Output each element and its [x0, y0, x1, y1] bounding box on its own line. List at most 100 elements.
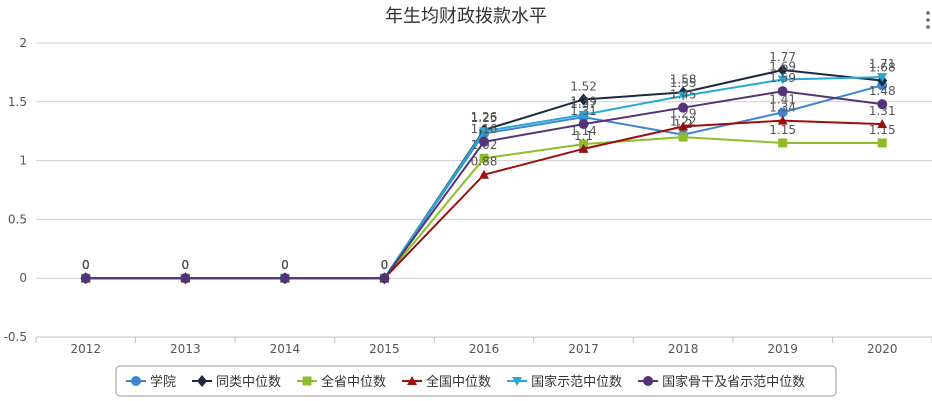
- data-label: 1.14: [570, 124, 597, 138]
- data-label: 1.1: [574, 129, 593, 143]
- data-label: 0: [381, 258, 389, 272]
- data-label: 1.55: [670, 76, 697, 90]
- data-label: 0: [281, 258, 289, 272]
- legend-label: 学院: [150, 374, 176, 390]
- legend-marker: [131, 376, 141, 386]
- x-tick-label: 2012: [71, 342, 102, 356]
- data-label: 0: [381, 258, 389, 272]
- data-label: 1.16: [471, 122, 498, 136]
- data-label: 1.59: [769, 71, 796, 85]
- data-point: [578, 110, 589, 120]
- series-6: 0 0 0 0 1.16 1.31 1.45 1.59 1.48: [80, 71, 896, 284]
- x-tick-label: 2020: [867, 342, 898, 356]
- data-point: [678, 121, 689, 131]
- data-label: 1.34: [769, 101, 796, 115]
- data-label: 1.26: [471, 110, 498, 124]
- x-tick-label: 2013: [170, 342, 201, 356]
- data-label: 1.69: [769, 59, 796, 73]
- data-point: [379, 273, 390, 284]
- data-point: [678, 102, 689, 113]
- data-label: 0: [182, 258, 190, 272]
- legend-marker: [407, 376, 418, 385]
- legend-item[interactable]: 国家骨干及省示范中位数: [638, 374, 805, 390]
- data-label: 1.39: [570, 95, 597, 109]
- legend-item[interactable]: 学院: [126, 374, 176, 390]
- legend-marker: [512, 377, 523, 386]
- legend-item[interactable]: 全国中位数: [402, 374, 491, 390]
- data-label: 1.45: [670, 88, 697, 102]
- data-label: 0: [82, 258, 90, 272]
- data-label: 1.77: [769, 50, 796, 64]
- data-point: [777, 115, 788, 125]
- data-label: 0: [381, 258, 389, 272]
- data-point: [678, 91, 689, 101]
- legend-label: 国家示范中位数: [531, 374, 622, 390]
- data-point: [877, 119, 888, 129]
- gridlines: [36, 42, 932, 338]
- legend-box: [115, 365, 837, 397]
- data-label: 0.88: [471, 155, 498, 169]
- data-label: 1.71: [869, 57, 896, 71]
- series-5: 0 0 0 0 1.25 1.39 1.55 1.69 1.71: [80, 57, 896, 284]
- data-point: [777, 64, 788, 77]
- y-tick-label: -0.5: [4, 330, 27, 344]
- data-label: 0: [182, 258, 190, 272]
- data-label: 0: [82, 258, 90, 272]
- data-label: 1.31: [869, 104, 896, 118]
- data-label: 0: [381, 258, 389, 272]
- data-point: [877, 99, 888, 110]
- data-label: 0: [182, 258, 190, 272]
- data-label: 0: [281, 258, 289, 272]
- x-tick-label: 2015: [369, 342, 400, 356]
- data-label: 0: [82, 258, 90, 272]
- data-point: [778, 138, 788, 148]
- x-tick-label: 2018: [668, 342, 699, 356]
- data-point: [479, 169, 489, 179]
- data-point: [877, 73, 888, 83]
- x-tick-label: 2014: [270, 342, 301, 356]
- data-label: 1.48: [869, 84, 896, 98]
- data-label: 0: [182, 258, 190, 272]
- legend: 学院 同类中位数 全省中位数 全国中位数 国家示范中位数 国家骨干及省示范中位数: [115, 365, 837, 397]
- x-axis: 2012 2013 2014 2015 2016 2017 2018 2019 2020: [35, 336, 932, 356]
- plot-area: 00001.371.221.4100001.261.521.581.771.68…: [80, 50, 896, 285]
- data-label: 1.29: [670, 106, 697, 120]
- legend-label: 国家骨干及省示范中位数: [662, 374, 805, 390]
- y-tick-label: 1: [19, 154, 27, 168]
- y-axis: -0.5 0 0.5 1 1.5 2: [4, 36, 27, 344]
- data-point: [279, 273, 290, 284]
- data-label: 1.58: [670, 72, 697, 86]
- legend-item[interactable]: 同类中位数: [192, 375, 281, 390]
- data-point: [578, 119, 589, 130]
- data-point: [777, 75, 788, 85]
- data-label: 0: [281, 258, 289, 272]
- x-tick-label: 2016: [469, 342, 500, 356]
- data-label: 0: [182, 258, 190, 272]
- data-label: 0: [82, 258, 90, 272]
- menu-icon[interactable]: [926, 11, 930, 29]
- legend-item[interactable]: 国家示范中位数: [507, 374, 622, 390]
- data-label: 0: [182, 258, 190, 272]
- data-label: 1.25: [471, 111, 498, 125]
- data-point: [678, 132, 688, 142]
- data-point: [777, 107, 788, 118]
- data-label: 0: [381, 258, 389, 272]
- data-point: [180, 273, 191, 284]
- data-label: 0: [281, 258, 289, 272]
- data-label: 1.52: [570, 79, 597, 93]
- legend-marker: [302, 376, 312, 386]
- y-tick-label: 0: [19, 271, 27, 285]
- data-label: 0: [281, 258, 289, 272]
- legend-label: 同类中位数: [216, 375, 281, 390]
- data-point: [578, 93, 589, 106]
- data-label: 0: [82, 258, 90, 272]
- data-point: [777, 86, 788, 97]
- y-tick-label: 0.5: [8, 212, 27, 226]
- data-label: 0: [381, 258, 389, 272]
- legend-item[interactable]: 全省中位数: [297, 374, 386, 390]
- legend-label: 全省中位数: [321, 374, 386, 390]
- legend-label: 全国中位数: [426, 374, 491, 390]
- chart-title: 年生均财政拨款水平: [385, 6, 547, 27]
- x-tick-label: 2019: [767, 342, 798, 356]
- data-point: [877, 138, 887, 148]
